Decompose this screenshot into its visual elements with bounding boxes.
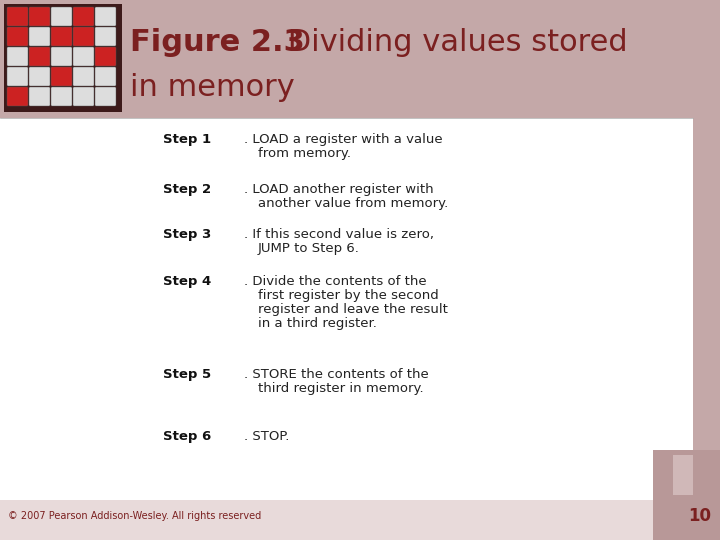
FancyBboxPatch shape — [29, 27, 50, 46]
FancyBboxPatch shape — [95, 27, 116, 46]
Text: Figure 2.3: Figure 2.3 — [130, 28, 305, 57]
Text: Dividing values stored: Dividing values stored — [278, 28, 628, 57]
FancyBboxPatch shape — [7, 67, 28, 86]
FancyBboxPatch shape — [7, 87, 28, 106]
Text: Step 1: Step 1 — [163, 133, 211, 146]
Text: © 2007 Pearson Addison-Wesley. All rights reserved: © 2007 Pearson Addison-Wesley. All right… — [8, 511, 261, 521]
Text: JUMP to Step 6.: JUMP to Step 6. — [258, 242, 360, 255]
FancyBboxPatch shape — [95, 67, 116, 86]
FancyBboxPatch shape — [95, 87, 116, 106]
Text: first register by the second: first register by the second — [258, 289, 438, 302]
Text: . If this second value is zero,: . If this second value is zero, — [244, 228, 434, 241]
FancyBboxPatch shape — [51, 7, 72, 26]
Text: Step 4: Step 4 — [163, 275, 211, 288]
Text: . STOP.: . STOP. — [244, 430, 289, 443]
Text: . LOAD a register with a value: . LOAD a register with a value — [244, 133, 443, 146]
Bar — [0, 118, 693, 500]
Text: third register in memory.: third register in memory. — [258, 382, 423, 395]
FancyBboxPatch shape — [7, 27, 28, 46]
Bar — [673, 455, 693, 495]
FancyBboxPatch shape — [73, 7, 94, 26]
FancyBboxPatch shape — [29, 7, 50, 26]
FancyBboxPatch shape — [73, 87, 94, 106]
FancyBboxPatch shape — [95, 7, 116, 26]
FancyBboxPatch shape — [73, 47, 94, 66]
FancyBboxPatch shape — [7, 47, 28, 66]
Bar — [653, 450, 720, 540]
FancyBboxPatch shape — [29, 87, 50, 106]
FancyBboxPatch shape — [73, 27, 94, 46]
Text: . LOAD another register with: . LOAD another register with — [244, 183, 433, 196]
FancyBboxPatch shape — [51, 87, 72, 106]
Text: Step 3: Step 3 — [163, 228, 211, 241]
Text: Step 5: Step 5 — [163, 368, 211, 381]
Text: register and leave the result: register and leave the result — [258, 303, 448, 316]
Text: another value from memory.: another value from memory. — [258, 197, 449, 210]
Text: in a third register.: in a third register. — [258, 317, 377, 330]
Bar — [693, 118, 720, 500]
Text: Step 6: Step 6 — [163, 430, 211, 443]
FancyBboxPatch shape — [51, 47, 72, 66]
Bar — [0, 0, 720, 118]
FancyBboxPatch shape — [29, 67, 50, 86]
FancyBboxPatch shape — [29, 47, 50, 66]
FancyBboxPatch shape — [7, 7, 28, 26]
Text: . STORE the contents of the: . STORE the contents of the — [244, 368, 428, 381]
Text: 10: 10 — [688, 507, 711, 525]
Text: in memory: in memory — [130, 73, 294, 102]
Text: . Divide the contents of the: . Divide the contents of the — [244, 275, 427, 288]
Text: Step 2: Step 2 — [163, 183, 211, 196]
Bar — [0, 500, 720, 540]
FancyBboxPatch shape — [73, 67, 94, 86]
FancyBboxPatch shape — [51, 27, 72, 46]
Text: from memory.: from memory. — [258, 147, 351, 160]
Bar — [4, 4, 122, 112]
FancyBboxPatch shape — [51, 67, 72, 86]
FancyBboxPatch shape — [95, 47, 116, 66]
